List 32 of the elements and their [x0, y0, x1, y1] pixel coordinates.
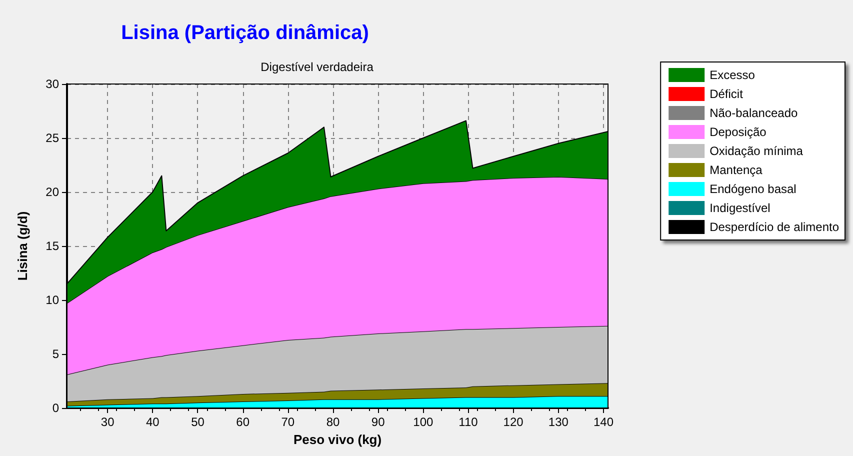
legend-label: Déficit: [710, 87, 744, 101]
legend-label: Oxidação mínima: [710, 144, 804, 158]
legend-label: Deposição: [710, 125, 767, 139]
y-tick-label: 15: [46, 239, 60, 253]
x-tick-label: 90: [371, 415, 386, 429]
legend-label: Excesso: [710, 68, 756, 82]
x-axis-title: Peso vivo (kg): [293, 432, 382, 447]
x-tick-label: 70: [281, 415, 295, 429]
x-tick-label: 60: [236, 415, 250, 429]
x-tick-label: 40: [146, 415, 160, 429]
legend-label: Não-balanceado: [710, 106, 798, 120]
y-axis-title: Lisina (g/d): [15, 211, 30, 281]
x-tick-label: 140: [593, 415, 614, 429]
x-tick-label: 50: [191, 415, 205, 429]
x-tick-label: 80: [326, 415, 340, 429]
legend-label: Endógeno basal: [710, 182, 796, 196]
chart-title: Lisina (Partição dinâmica): [121, 22, 369, 44]
x-tick-label: 100: [413, 415, 434, 429]
y-tick-label: 25: [46, 131, 60, 145]
legend-label: Desperdício de alimento: [710, 220, 840, 234]
y-tick-label: 5: [52, 347, 60, 361]
legend-label: Mantença: [710, 163, 763, 177]
y-tick-label: 0: [52, 401, 60, 415]
y-tick-label: 20: [46, 185, 60, 199]
y-tick-label: 10: [46, 293, 60, 307]
x-tick-label: 120: [503, 415, 524, 429]
x-tick-label: 30: [100, 415, 115, 429]
x-tick-label: 130: [548, 415, 569, 429]
legend-label: Indigestível: [710, 201, 770, 215]
y-tick-label: 30: [46, 77, 60, 91]
x-tick-label: 110: [458, 415, 478, 429]
chart-subtitle: Digestível verdadeira: [260, 60, 374, 74]
